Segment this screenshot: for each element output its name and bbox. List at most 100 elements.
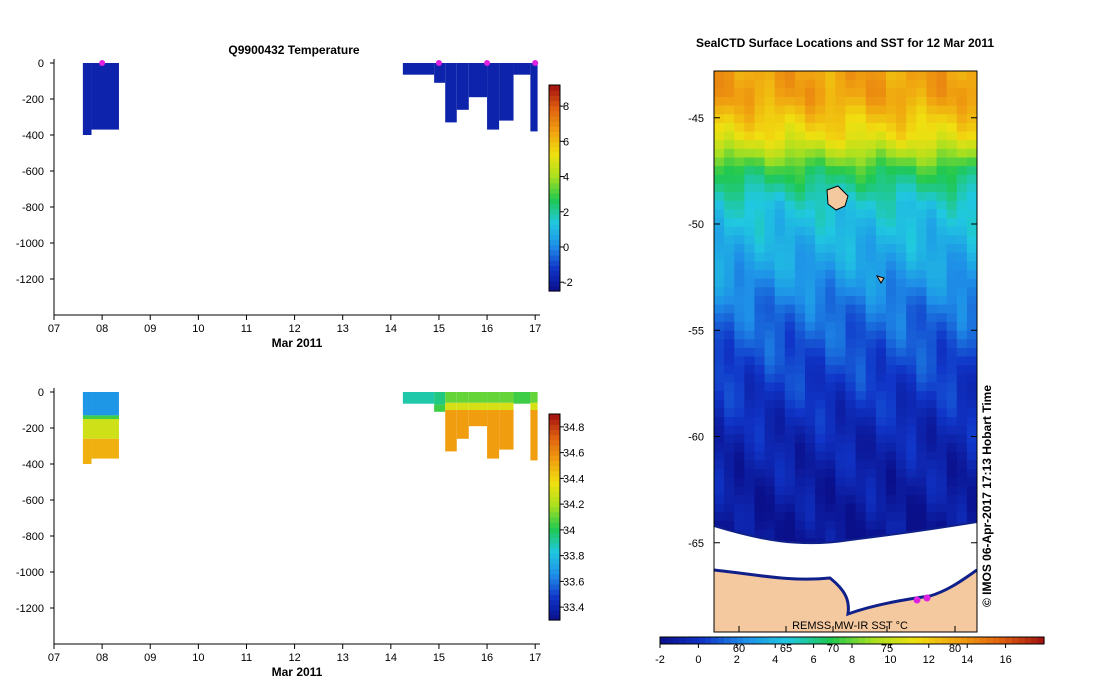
sst-cell xyxy=(815,313,826,323)
sst-cell xyxy=(734,261,745,271)
sst-cell xyxy=(946,131,958,141)
x-tick-label: 12 xyxy=(288,323,300,335)
sst-cell xyxy=(825,434,836,444)
sst-cell xyxy=(794,114,806,124)
sst-cell xyxy=(865,235,877,245)
sst-cell xyxy=(956,330,968,340)
sst-cell xyxy=(885,382,897,392)
sst-cell xyxy=(815,140,826,150)
sst-cell xyxy=(966,321,977,332)
sst-colorbar-cell xyxy=(999,637,1007,644)
sst-cell xyxy=(835,131,847,141)
sst-cell xyxy=(875,131,887,141)
colorbar-cell xyxy=(549,501,560,508)
sst-cell xyxy=(815,425,826,435)
sst-cell xyxy=(916,209,928,219)
sst-cell xyxy=(815,192,826,202)
x-tick-label: 07 xyxy=(48,323,60,335)
colorbar-tick-label: 34.6 xyxy=(563,448,584,460)
sst-colorbar-cell xyxy=(935,637,943,644)
sst-cell xyxy=(754,468,766,479)
sst-cell xyxy=(956,477,968,487)
colorbar-cell xyxy=(549,434,560,441)
y-tick-label: -600 xyxy=(22,166,44,178)
sst-colorbar-cell xyxy=(973,637,981,644)
sst-colorbar-cell xyxy=(858,637,866,644)
sst-cell xyxy=(764,174,776,185)
sst-cell xyxy=(926,269,938,280)
sst-cell xyxy=(764,244,776,254)
sst-cell xyxy=(946,226,958,236)
sst-cell xyxy=(744,269,756,280)
sst-cell xyxy=(845,382,857,392)
sst-colorbar-cell xyxy=(762,637,770,644)
sst-cell xyxy=(916,200,928,211)
sst-cell xyxy=(724,105,735,115)
sst-cell xyxy=(956,295,968,306)
sst-cell xyxy=(825,166,836,176)
colorbar-cell xyxy=(549,470,560,477)
sst-cell xyxy=(784,79,796,89)
profile-cell-7 xyxy=(487,63,500,130)
sst-cell xyxy=(825,321,836,332)
sst-cell xyxy=(885,460,897,470)
sst-cell xyxy=(825,278,836,288)
sst-colorbar-cell xyxy=(852,637,859,644)
sst-cell xyxy=(774,417,786,427)
sst-cell xyxy=(845,330,857,340)
sst-cell xyxy=(966,157,977,167)
colorbar-cell xyxy=(549,537,560,544)
x-tick-label: 10 xyxy=(192,652,204,664)
sst-cell xyxy=(825,235,836,245)
sst-cell xyxy=(724,226,735,236)
sst-cell xyxy=(956,434,968,444)
sst-cell xyxy=(966,252,977,262)
sst-cell xyxy=(805,269,816,280)
sst-cell xyxy=(956,235,968,245)
sst-cell xyxy=(956,261,968,271)
sst-cell xyxy=(744,399,756,410)
sst-cell xyxy=(714,373,725,384)
sst-cell xyxy=(734,417,745,427)
sst-cell xyxy=(774,244,786,254)
sst-cell xyxy=(956,88,968,98)
sst-cell xyxy=(734,71,745,81)
sst-cell xyxy=(885,503,897,513)
sst-cell xyxy=(754,105,766,115)
sst-cell xyxy=(794,399,806,410)
x-tick-label: 11 xyxy=(241,652,252,664)
sst-cell xyxy=(956,468,968,479)
sst-cell xyxy=(875,313,887,323)
sst-cell xyxy=(714,434,725,444)
sst-cell xyxy=(825,443,836,453)
sst-cell xyxy=(845,313,857,323)
sst-cell xyxy=(946,88,958,98)
sst-cell xyxy=(744,226,756,236)
sst-cell xyxy=(936,261,948,271)
colorbar-cell xyxy=(549,172,560,179)
sst-cell xyxy=(946,460,958,470)
sst-cell xyxy=(875,382,887,392)
sst-cell xyxy=(956,148,968,159)
sst-cell xyxy=(714,261,725,271)
sst-cell xyxy=(896,226,907,236)
sst-cell xyxy=(825,365,836,375)
sst-cell xyxy=(875,183,887,193)
sst-colorbar-cell xyxy=(807,637,815,644)
sst-cell xyxy=(936,166,948,176)
colorbar-cell xyxy=(549,486,560,492)
sst-colorbar-cell xyxy=(871,637,879,644)
sst-cell xyxy=(906,226,917,236)
sst-cell xyxy=(754,373,766,384)
sst-cell xyxy=(946,148,958,159)
sst-cell xyxy=(805,347,816,358)
sst-cell xyxy=(936,105,948,115)
sst-cell xyxy=(744,391,756,401)
sst-cell xyxy=(784,477,796,487)
sst-cell xyxy=(906,71,917,81)
sst-cell xyxy=(724,408,735,418)
sst-cell xyxy=(784,399,796,410)
sst-cell xyxy=(906,304,917,314)
sst-cell xyxy=(936,365,948,375)
